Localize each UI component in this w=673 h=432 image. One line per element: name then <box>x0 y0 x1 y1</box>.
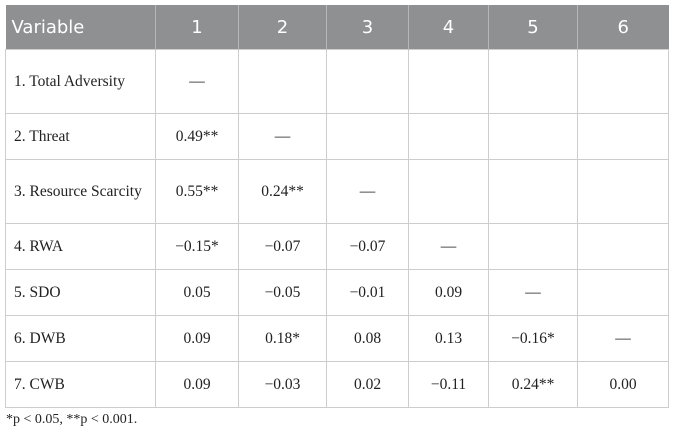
table-cell: 0.13 <box>408 315 489 362</box>
row-label: 3. Resource Scarcity <box>5 159 156 224</box>
header-cell: 2 <box>238 5 327 50</box>
table-cell: — <box>488 269 578 316</box>
table-cell: 0.49** <box>155 113 239 160</box>
header-cell: 6 <box>577 5 669 50</box>
table-cell: 0.02 <box>326 361 409 408</box>
table-cell <box>326 113 409 160</box>
table-cell: −0.01 <box>326 269 409 316</box>
table-cell <box>408 113 489 160</box>
table-row: 3. Resource Scarcity 0.55** 0.24** — <box>5 159 669 224</box>
table-cell: −0.16* <box>488 315 578 362</box>
table-cell: 0.05 <box>155 269 239 316</box>
table-row: 2. Threat 0.49** — <box>5 113 669 160</box>
table-row: 4. RWA −0.15* −0.07 −0.07— <box>5 223 669 270</box>
table-cell <box>577 159 669 224</box>
row-label: 7. CWB <box>5 361 156 408</box>
table-cell <box>408 159 489 224</box>
table-cell <box>488 113 578 160</box>
header-cell: 4 <box>408 5 489 50</box>
table-cell: 0.09 <box>155 315 239 362</box>
table-cell: 0.24** <box>488 361 578 408</box>
row-label: 2. Threat <box>5 113 156 160</box>
table-cell <box>488 159 578 224</box>
header-cell: Variable <box>5 5 156 50</box>
table-cell: −0.11 <box>408 361 489 408</box>
table-row: 5. SDO 0.05 −0.05 −0.01 0.09— <box>5 269 669 316</box>
table-cell <box>577 269 669 316</box>
table-cell: — <box>155 49 239 114</box>
row-label: 5. SDO <box>5 269 156 316</box>
table-cell <box>577 113 669 160</box>
table-container: Variable 1 2 3 4 5 6 1. Total Adversity —2. Thr… <box>5 5 669 408</box>
table-cell <box>577 223 669 270</box>
table-row: 7. CWB 0.09 −0.03 0.02 −0.11 0.24** 0.00 <box>5 361 669 408</box>
table-cell: −0.07 <box>326 223 409 270</box>
table-cell <box>408 49 489 114</box>
table-cell <box>326 49 409 114</box>
header-cell: 5 <box>488 5 578 50</box>
table-cell <box>488 49 578 114</box>
correlation-table: Variable 1 2 3 4 5 6 1. Total Adversity —2. Thr… <box>5 5 669 408</box>
header-cell: 3 <box>326 5 409 50</box>
table-cell: — <box>408 223 489 270</box>
table-cell: 0.18* <box>238 315 327 362</box>
table-cell: −0.05 <box>238 269 327 316</box>
table-cell <box>577 49 669 114</box>
table-cell: 0.09 <box>155 361 239 408</box>
table-cell: — <box>326 159 409 224</box>
table-cell: −0.07 <box>238 223 327 270</box>
table-cell: −0.03 <box>238 361 327 408</box>
footnote: *p < 0.05, **p < 0.001. <box>6 412 138 427</box>
table-cell: 0.09 <box>408 269 489 316</box>
table-body: 1. Total Adversity —2. Threat 0.49** —3. Re… <box>5 49 669 408</box>
table-cell: — <box>238 113 327 160</box>
table-cell: 0.00 <box>577 361 669 408</box>
table-row: 1. Total Adversity — <box>5 49 669 114</box>
table-cell: 0.24** <box>238 159 327 224</box>
table-cell: — <box>577 315 669 362</box>
table-row: 6. DWB 0.09 0.18* 0.08 0.13 −0.16* — <box>5 315 669 362</box>
row-label: 1. Total Adversity <box>5 49 156 114</box>
row-label: 6. DWB <box>5 315 156 362</box>
header-row: Variable 1 2 3 4 5 6 <box>5 5 669 50</box>
table-cell <box>488 223 578 270</box>
table-cell: 0.08 <box>326 315 409 362</box>
header-cell: 1 <box>155 5 239 50</box>
table-cell <box>238 49 327 114</box>
row-label: 4. RWA <box>5 223 156 270</box>
table-cell: −0.15* <box>155 223 239 270</box>
table-cell: 0.55** <box>155 159 239 224</box>
